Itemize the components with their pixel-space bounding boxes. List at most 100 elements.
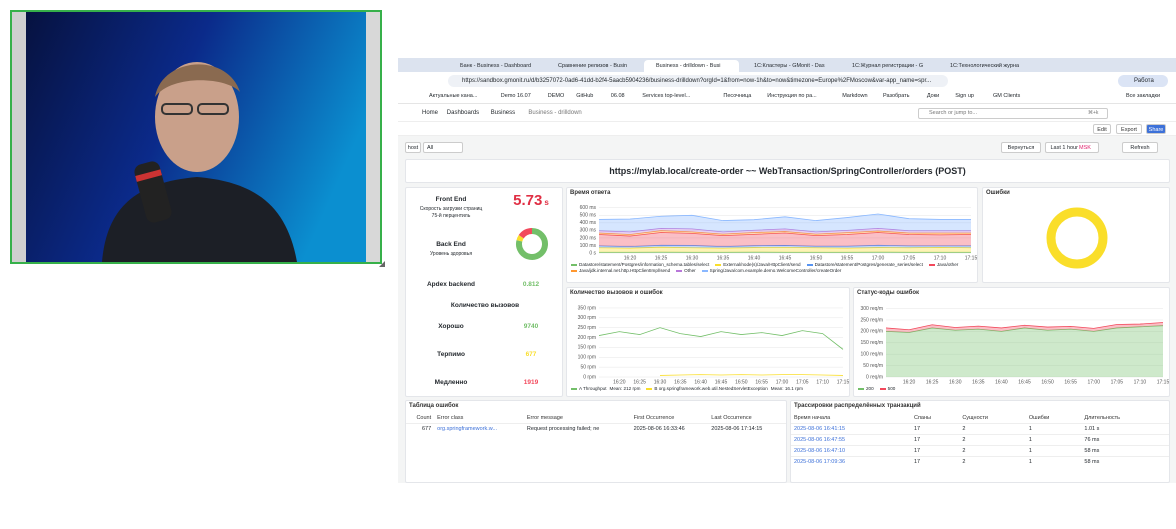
legend-item[interactable]: 200 bbox=[858, 386, 874, 392]
bookmark[interactable]: GitHub bbox=[576, 93, 594, 99]
refresh-button[interactable]: Refresh bbox=[1122, 142, 1158, 153]
breadcrumb-item[interactable]: Home bbox=[422, 110, 439, 116]
bookmark[interactable]: 06.08 bbox=[610, 93, 625, 99]
bookmark[interactable]: Markdown bbox=[842, 93, 868, 99]
bookmark[interactable]: Актуальные кана... bbox=[429, 93, 478, 99]
errors-donut bbox=[1046, 207, 1108, 269]
panel-title: Количество вызовов и ошибок bbox=[570, 290, 663, 296]
legend-label: 200 bbox=[866, 386, 874, 391]
header-cell[interactable]: Count bbox=[416, 415, 432, 421]
back-button[interactable]: Вернуться bbox=[1001, 142, 1041, 153]
bookmark[interactable]: Песочница bbox=[723, 93, 752, 99]
tab[interactable]: 1С:Кластеры - GMonit - Das bbox=[754, 63, 825, 69]
glasses bbox=[197, 103, 229, 115]
cell: 2 bbox=[962, 459, 966, 465]
tab[interactable]: Банк - Business - Dashboard bbox=[460, 63, 532, 69]
header-cell[interactable]: Error class bbox=[437, 415, 464, 421]
all-bookmarks[interactable]: Все закладки bbox=[1126, 93, 1161, 99]
bookmark[interactable]: Services top-level... bbox=[642, 93, 691, 99]
cell: 17 bbox=[913, 437, 921, 443]
legend-item[interactable]: B org.springframework.web.util.NestedSer… bbox=[646, 386, 803, 392]
status-panel: Статус-коды ошибок 0 req/m 50 req/m 100 req… bbox=[853, 287, 1170, 397]
edit-button[interactable]: Edit bbox=[1093, 124, 1111, 134]
series-line bbox=[598, 232, 972, 237]
tab[interactable]: Сравнение релизов - Busin bbox=[558, 63, 628, 69]
profile-button[interactable]: Работа bbox=[1118, 75, 1168, 87]
header-cell[interactable]: Длительность bbox=[1084, 415, 1121, 421]
address-field[interactable]: https://sandbox.gmonit.ru/d/b3257072-0ad… bbox=[448, 75, 948, 87]
response-time-panel: Время ответа 0 s 100 ms 200 ms 300 ms 400 ms 5… bbox=[566, 187, 978, 283]
error-table: Таблица ошибок Count Error class Error mess… bbox=[405, 400, 787, 483]
legend-item[interactable]: Datastore/statement/Postgres/information… bbox=[571, 262, 709, 268]
cell: 1 bbox=[1028, 459, 1032, 465]
bookmark[interactable]: GM Clients bbox=[993, 93, 1021, 99]
variable-value[interactable]: All bbox=[423, 142, 463, 153]
breadcrumb-item[interactable]: Dashboards bbox=[446, 110, 480, 116]
tab[interactable]: 1С:Журнал регистрации - G bbox=[852, 63, 924, 69]
cell[interactable]: 2025-08-06 16:47:55 bbox=[794, 437, 846, 443]
legend-swatch bbox=[806, 263, 813, 266]
header-cell[interactable]: Ошибки bbox=[1028, 415, 1050, 421]
legend-item[interactable]: Java/jdk.internal.net.http.HttpClientImp… bbox=[571, 268, 670, 274]
header-cell[interactable]: Время начала bbox=[794, 415, 831, 421]
bookmark[interactable]: Разобрать bbox=[883, 93, 910, 99]
variable-label[interactable]: host bbox=[405, 142, 421, 153]
tab[interactable]: Business - drilldown - Busi bbox=[644, 60, 739, 72]
panel-title: Таблица ошибок bbox=[409, 403, 459, 409]
y-tick-label: 300 ms bbox=[580, 228, 597, 234]
bookmark[interactable]: Доки bbox=[926, 93, 940, 99]
header-cell[interactable]: Last Occurrence bbox=[711, 415, 752, 421]
y-tick-label: 0 req/m bbox=[866, 374, 883, 380]
cell: 2025-08-06 16:33:46 bbox=[633, 426, 685, 432]
header-cell[interactable]: First Occurrence bbox=[633, 415, 675, 421]
time-picker[interactable]: Last 1 hour bbox=[1045, 142, 1079, 153]
area-fill bbox=[886, 322, 1163, 333]
bookmark[interactable]: Sign up bbox=[955, 93, 974, 99]
cell[interactable]: 2025-08-06 16:47:10 bbox=[794, 448, 846, 454]
x-tick-label: 16:35 bbox=[972, 379, 985, 385]
header-cell[interactable]: Error message bbox=[526, 415, 563, 421]
area-fill bbox=[886, 325, 1163, 377]
resize-handle[interactable] bbox=[378, 260, 386, 268]
app-header: Home Dashboards Business Business - drilldo… bbox=[398, 105, 1176, 122]
row: 2025-08-06 16:41:15 17 2 1 1.01 s bbox=[791, 423, 1169, 435]
cell: 677 bbox=[421, 426, 432, 432]
bookmark[interactable]: DEMO bbox=[547, 93, 565, 99]
legend-item[interactable]: Other bbox=[676, 268, 696, 274]
share-button[interactable]: Share bbox=[1146, 124, 1166, 134]
cell[interactable]: 2025-08-06 16:41:15 bbox=[794, 426, 846, 432]
donut-slice bbox=[516, 228, 548, 260]
x-tick-label: 17:05 bbox=[1111, 379, 1124, 385]
cell[interactable]: 2025-08-06 17:09:36 bbox=[794, 459, 846, 465]
bookmark[interactable]: Demo 16.07 bbox=[500, 93, 531, 99]
area-fill bbox=[599, 245, 971, 249]
bookmark[interactable]: Инструкция по ра... bbox=[767, 93, 817, 99]
export-button[interactable]: Export bbox=[1116, 124, 1142, 134]
glasses bbox=[161, 103, 193, 115]
x-tick-label: 17:15 bbox=[965, 255, 978, 261]
x-tick-label: 16:40 bbox=[748, 255, 761, 261]
legend-item[interactable]: A Throughput Mean: 212 rpm bbox=[571, 386, 640, 392]
x-tick-label: 16:50 bbox=[735, 379, 748, 385]
cell[interactable]: org.springframework.w... bbox=[437, 426, 498, 432]
legend-item[interactable]: External/node(s)/Java/HttpClient/send bbox=[715, 262, 801, 268]
search-box[interactable]: Search or jump to... bbox=[918, 108, 1108, 119]
tab[interactable]: 1С:Технологический журна bbox=[950, 63, 1020, 69]
legend-item[interactable]: 500 bbox=[879, 386, 895, 392]
x-tick-label: 16:25 bbox=[926, 379, 939, 385]
legend-item[interactable]: Spring/Java/com.example.demo.WelcomeCont… bbox=[701, 268, 841, 274]
breadcrumb-item[interactable]: Business bbox=[490, 110, 516, 116]
x-tick-label: 16:20 bbox=[903, 379, 916, 385]
legend-item[interactable]: Java/other bbox=[928, 262, 958, 268]
row: 677 org.springframework.w... Request proce… bbox=[406, 423, 786, 435]
x-tick-label: 16:25 bbox=[633, 379, 646, 385]
series-line bbox=[885, 325, 1164, 333]
header-cell[interactable]: Спаны bbox=[913, 415, 931, 421]
legend-label: B org.springframework.web.util.NestedSer… bbox=[654, 386, 768, 391]
header-cell[interactable]: Сущности bbox=[962, 415, 988, 421]
x-tick-label: 16:55 bbox=[841, 255, 854, 261]
x-tick-label: 17:15 bbox=[1157, 379, 1170, 385]
legend-item[interactable]: Datastore/statement/Postgres/generate_se… bbox=[806, 262, 923, 268]
timezone[interactable]: MSK bbox=[1079, 142, 1099, 153]
health-donut bbox=[516, 228, 548, 260]
